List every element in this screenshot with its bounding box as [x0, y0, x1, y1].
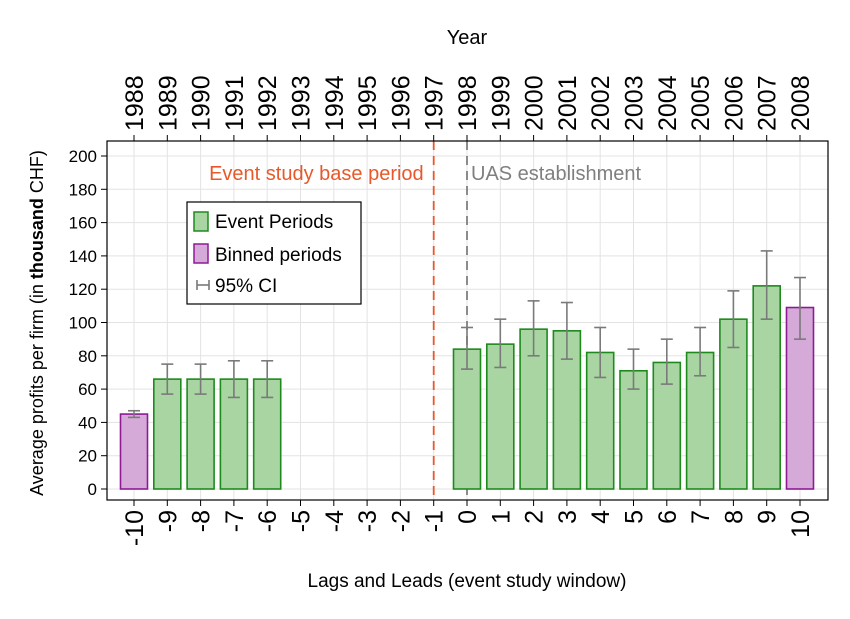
- legend: Event Periods Binned periods 95% CI: [186, 201, 362, 305]
- top-tick-label: 1993: [288, 75, 316, 131]
- ci-whisker: [560, 301, 573, 360]
- x-tick-label: 9: [754, 510, 782, 524]
- annotations: Event study base period UAS establishment: [209, 141, 642, 500]
- ci-whisker: [194, 363, 207, 395]
- y-axis: 0 20 40 60 80 100 120 140 160 180 200: [69, 147, 107, 499]
- x-tick-label: 4: [587, 510, 615, 524]
- ci-whisker: [227, 359, 240, 399]
- y-tick-label: 140: [69, 247, 97, 266]
- bar-event-period: [485, 343, 515, 490]
- legend-ci-icon: [196, 280, 210, 290]
- ci-whisker: [594, 326, 607, 379]
- x-axis-label: Lags and Leads (event study window): [308, 571, 627, 592]
- x-tick-label: 5: [621, 510, 649, 524]
- y-tick-label: 160: [69, 214, 97, 233]
- top-tick-label: 2003: [621, 75, 649, 131]
- legend-label-ci: 95% CI: [215, 276, 277, 297]
- top-tick-label: 2000: [521, 75, 549, 131]
- x-tick-label: -1: [421, 510, 449, 532]
- top-tick-label: 2006: [720, 75, 748, 131]
- ci-whisker: [461, 326, 473, 370]
- y-axis-label-bold: thousand: [27, 198, 47, 279]
- x-tick-label: -8: [188, 510, 216, 532]
- y-axis-label-suffix: CHF): [27, 150, 47, 198]
- top-tick-label: 1995: [354, 75, 382, 131]
- y-tick-label: 80: [78, 347, 97, 366]
- top-axis-title: Year: [447, 27, 488, 49]
- top-tick-label: 1996: [387, 75, 415, 131]
- y-tick-label: 120: [69, 280, 97, 299]
- legend-label-event: Event Periods: [215, 212, 333, 233]
- top-tick-label: 1988: [121, 75, 149, 131]
- top-tick-label: 2007: [754, 75, 782, 131]
- ci-whisker: [261, 359, 274, 399]
- top-tick-label: 1989: [154, 75, 182, 131]
- ci-whisker: [694, 326, 707, 377]
- y-tick-label: 60: [78, 380, 97, 399]
- ci-whisker: [760, 250, 773, 320]
- ci-whisker: [660, 338, 673, 385]
- x-axis-top: 1988 1989 1990 1991 1992 1993 1994 1995 1996 1997…: [121, 75, 815, 141]
- x-tick-label: 0: [454, 510, 482, 524]
- y-tick-label: 40: [78, 413, 97, 432]
- ci-whisker: [727, 290, 740, 349]
- top-tick-label: 1992: [254, 75, 282, 131]
- x-tick-label: -3: [354, 510, 382, 532]
- bar-event-period: [619, 369, 648, 490]
- top-tick-label: 2001: [554, 75, 582, 131]
- x-tick-label: 10: [787, 510, 815, 538]
- legend-swatch-event: [193, 211, 209, 232]
- top-tick-label: 1999: [487, 75, 515, 131]
- top-tick-label: 1991: [221, 75, 249, 131]
- x-axis-bottom: -10 -9 -8 -7 -6 -5 -4 -3 -2 -1 0 1 2 3 4 5 6 7 8 9 10: [121, 500, 815, 546]
- establishment-label: UAS establishment: [471, 163, 642, 185]
- top-tick-label: 2005: [687, 75, 715, 131]
- x-tick-label: -6: [254, 510, 282, 532]
- y-tick-label: 0: [88, 480, 97, 499]
- bar-event-period: [719, 318, 748, 490]
- y-tick-label: 20: [78, 447, 97, 466]
- top-tick-label: 1990: [188, 75, 216, 131]
- ci-whisker: [794, 276, 806, 340]
- x-tick-label: 1: [487, 510, 515, 524]
- top-tick-label: 1998: [454, 75, 482, 131]
- x-tick-label: 3: [554, 510, 582, 524]
- y-tick-label: 100: [69, 314, 97, 333]
- ci-whisker: [494, 318, 507, 369]
- ci-whisker: [627, 348, 640, 390]
- x-tick-label: 2: [521, 510, 549, 524]
- x-tick-label: -9: [154, 510, 182, 532]
- legend-box: [186, 201, 362, 305]
- x-tick-label: -7: [221, 510, 249, 532]
- base-period-label: Event study base period: [209, 163, 424, 185]
- x-tick-label: -2: [387, 510, 415, 532]
- bar-event-period: [186, 378, 215, 490]
- legend-label-binned: Binned periods: [215, 245, 342, 266]
- x-tick-label: 7: [687, 510, 715, 524]
- x-tick-label: 6: [654, 510, 682, 524]
- legend-swatch-binned: [193, 243, 209, 264]
- x-tick-label: -5: [288, 510, 316, 532]
- y-tick-label: 180: [69, 180, 97, 199]
- top-tick-label: 2004: [654, 75, 682, 131]
- bar-event-period: [452, 348, 482, 490]
- top-tick-label: 1994: [321, 75, 349, 131]
- bar-event-period: [153, 378, 182, 490]
- top-tick-label: 2002: [587, 75, 615, 131]
- x-tick-label: -4: [321, 510, 349, 532]
- x-tick-label: -10: [121, 510, 149, 546]
- ci-whisker: [161, 363, 174, 395]
- y-axis-label: Average profits per firm (in thousand CH…: [27, 150, 47, 496]
- confidence-intervals: [128, 250, 806, 419]
- top-tick-label: 1997: [421, 75, 449, 131]
- y-tick-label: 200: [69, 147, 97, 166]
- ci-whisker: [128, 409, 140, 419]
- x-tick-label: 8: [720, 510, 748, 524]
- ci-whisker: [527, 300, 540, 357]
- bar-binned-period: [119, 413, 149, 490]
- top-tick-label: 2008: [787, 75, 815, 131]
- y-axis-label-prefix: Average profits per firm (in: [27, 279, 47, 496]
